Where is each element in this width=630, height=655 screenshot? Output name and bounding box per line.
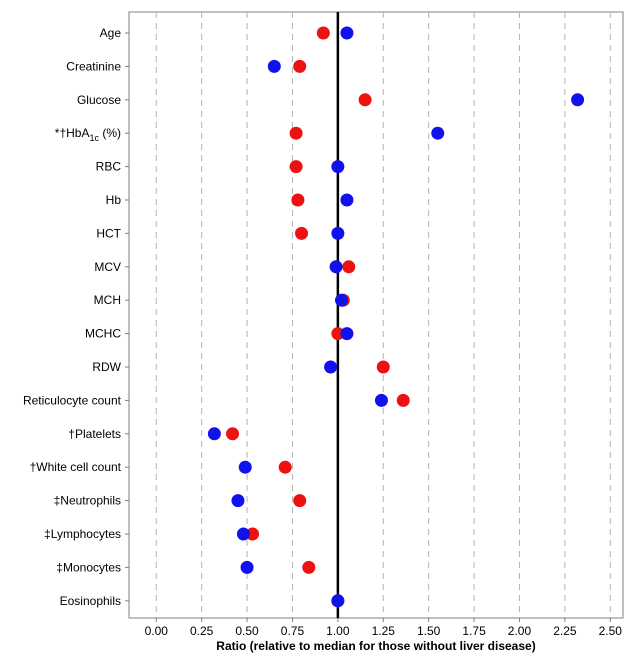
data-point — [290, 127, 303, 140]
data-point — [331, 594, 344, 607]
y-label-prefix: ‡ — [56, 560, 63, 574]
y-axis-label: HCT — [96, 226, 121, 240]
x-tick-label: 0.75 — [281, 624, 305, 638]
data-point — [208, 427, 221, 440]
y-axis-label: ‡Monocytes — [56, 560, 121, 574]
y-axis-label: Reticulocyte count — [23, 393, 122, 407]
data-point — [340, 27, 353, 40]
data-point — [359, 93, 372, 106]
y-label-text: Reticulocyte count — [23, 393, 122, 407]
y-axis-label: ‡Lymphocytes — [44, 527, 121, 541]
data-point — [293, 494, 306, 507]
data-point — [317, 27, 330, 40]
y-axis-label: Creatinine — [66, 59, 121, 73]
y-label-text: Lymphocytes — [51, 527, 121, 541]
data-point — [324, 361, 337, 374]
data-point — [226, 427, 239, 440]
data-point — [342, 260, 355, 273]
x-axis-ticks: 0.00 0.25 0.50 0.75 1.00 1.25 1.50 1.75 2.00 2.25… — [145, 618, 623, 638]
y-label-text: MCV — [94, 260, 121, 274]
y-axis-label: Hb — [106, 193, 122, 207]
data-point — [331, 227, 344, 240]
data-point — [231, 494, 244, 507]
y-label-text: Creatinine — [66, 59, 121, 73]
plot-frame — [129, 12, 623, 618]
data-point — [293, 60, 306, 73]
data-point — [239, 461, 252, 474]
y-label-text: RDW — [92, 360, 121, 374]
data-point — [330, 260, 343, 273]
y-label-text: Glucose — [77, 93, 121, 107]
y-label-text: Monocytes — [63, 560, 121, 574]
data-point — [397, 394, 410, 407]
x-tick-label: 1.25 — [372, 624, 396, 638]
x-tick-label: 1.00 — [326, 624, 350, 638]
plot-area — [129, 12, 623, 618]
y-label-subscript: 1c — [89, 133, 99, 143]
y-label-prefix: *† — [55, 126, 66, 140]
data-point — [241, 561, 254, 574]
y-label-text: Neutrophils — [60, 494, 121, 508]
y-axis-label: RBC — [96, 160, 122, 174]
data-point — [377, 361, 390, 374]
y-label-prefix: † — [68, 427, 75, 441]
y-axis-label: †Platelets — [68, 427, 121, 441]
x-tick-label: 0.00 — [145, 624, 169, 638]
data-point — [291, 194, 304, 207]
y-label-text: Platelets — [75, 427, 121, 441]
x-tick-label: 1.75 — [462, 624, 486, 638]
x-tick-label: 2.25 — [553, 624, 577, 638]
y-label-prefix: † — [30, 460, 37, 474]
y-axis-label: Glucose — [77, 93, 121, 107]
y-axis-label: Eosinophils — [60, 594, 121, 608]
x-tick-label: 2.00 — [508, 624, 532, 638]
x-tick-label: 1.50 — [417, 624, 441, 638]
data-point — [571, 93, 584, 106]
data-point — [331, 160, 344, 173]
y-label-text: Hb — [106, 193, 122, 207]
x-tick-label: 0.25 — [190, 624, 214, 638]
x-tick-label: 0.50 — [235, 624, 259, 638]
y-axis-label: RDW — [92, 360, 121, 374]
y-axis-label: ‡Neutrophils — [54, 494, 121, 508]
y-axis-label: *†HbA1c (%) — [55, 126, 121, 143]
y-label-text: Eosinophils — [60, 594, 121, 608]
data-point — [302, 561, 315, 574]
data-point — [268, 60, 281, 73]
y-label-text: White cell count — [36, 460, 121, 474]
y-label-text: MCH — [94, 293, 121, 307]
y-label-text: MCHC — [85, 327, 121, 341]
y-axis-label: MCHC — [85, 327, 121, 341]
y-label-prefix: ‡ — [44, 527, 51, 541]
data-point — [290, 160, 303, 173]
x-tick-label: 2.50 — [599, 624, 623, 638]
y-axis-label: Age — [100, 26, 122, 40]
data-point — [237, 528, 250, 541]
y-axis-label: MCV — [94, 260, 121, 274]
y-label-text: Age — [100, 26, 122, 40]
data-point — [375, 394, 388, 407]
data-point — [431, 127, 444, 140]
y-label-text: HCT — [96, 226, 121, 240]
y-label-suffix: (%) — [99, 126, 121, 140]
y-label-text: HbA — [66, 126, 89, 140]
data-point — [295, 227, 308, 240]
y-axis-labels: Age Creatinine Glucose *†HbA1c (%) RBC Hb HCT M… — [23, 26, 129, 608]
data-point — [335, 294, 348, 307]
y-axis-label: †White cell count — [30, 460, 122, 474]
y-axis-label: MCH — [94, 293, 121, 307]
data-point — [340, 194, 353, 207]
data-point — [340, 327, 353, 340]
data-point — [279, 461, 292, 474]
x-axis-title: Ratio (relative to median for those with… — [216, 639, 535, 653]
y-label-text: RBC — [96, 160, 122, 174]
y-label-prefix: ‡ — [54, 494, 61, 508]
